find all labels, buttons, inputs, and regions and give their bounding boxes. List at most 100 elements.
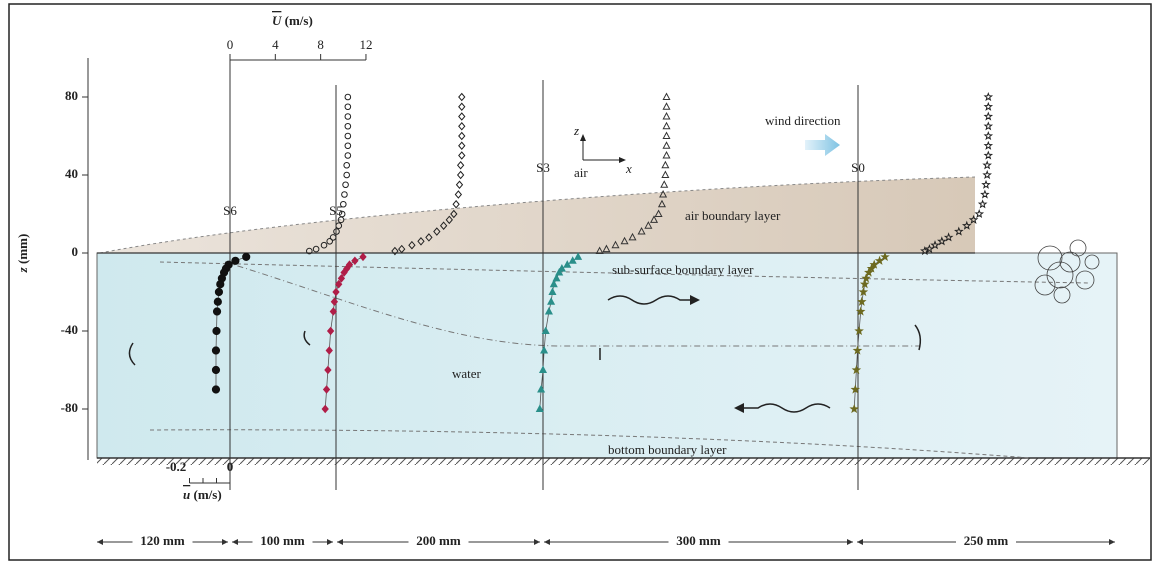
air-point bbox=[445, 215, 453, 225]
air-point bbox=[458, 151, 466, 160]
water-body bbox=[96, 252, 1118, 459]
span-head bbox=[337, 539, 343, 545]
air-point bbox=[620, 236, 629, 245]
air-point bbox=[455, 180, 464, 190]
air-point bbox=[637, 226, 646, 235]
span-label: 200 mm bbox=[416, 533, 461, 548]
curl-arrow bbox=[303, 330, 311, 346]
air-point bbox=[660, 180, 669, 188]
air-point bbox=[344, 132, 352, 140]
water-label: water bbox=[452, 366, 482, 381]
span-head bbox=[534, 539, 540, 545]
U-tick-label: 12 bbox=[359, 37, 372, 52]
wind-label: wind direction bbox=[765, 113, 841, 128]
air-point bbox=[340, 200, 347, 208]
air-point bbox=[344, 93, 352, 101]
water-point bbox=[866, 263, 877, 273]
span-label-bg bbox=[956, 533, 1016, 551]
air-point bbox=[982, 160, 992, 170]
air-point bbox=[661, 160, 670, 169]
water-point bbox=[563, 260, 572, 268]
air-point bbox=[983, 101, 994, 111]
air-point bbox=[344, 122, 352, 130]
water-point bbox=[335, 279, 343, 289]
water-point bbox=[555, 267, 564, 276]
span-label-bg bbox=[408, 533, 469, 551]
station-label: S0 bbox=[851, 160, 865, 175]
air-point bbox=[433, 227, 441, 236]
water-point bbox=[855, 306, 866, 316]
span-head bbox=[857, 539, 863, 545]
wave-arrow bbox=[740, 403, 831, 413]
z-unit: (mm) bbox=[15, 234, 30, 264]
air-point bbox=[937, 236, 947, 246]
span-head bbox=[222, 539, 228, 545]
air-boundary-region bbox=[100, 177, 975, 253]
air-point bbox=[458, 141, 466, 151]
air-point bbox=[425, 233, 433, 242]
air-point bbox=[662, 150, 671, 159]
water-point bbox=[849, 403, 859, 414]
air-point bbox=[450, 209, 458, 219]
z-tick-label: 40 bbox=[65, 166, 78, 181]
wave-arrow bbox=[607, 295, 690, 305]
water-point bbox=[322, 385, 331, 394]
air-point bbox=[983, 140, 994, 150]
water-point bbox=[340, 268, 348, 277]
arrow-head bbox=[580, 134, 586, 141]
arrow-head bbox=[619, 157, 626, 163]
span-head bbox=[544, 539, 550, 545]
U-tick-label: 8 bbox=[317, 37, 324, 52]
water-point bbox=[324, 365, 332, 375]
air-point bbox=[337, 216, 345, 224]
air-point bbox=[611, 240, 620, 249]
air-point bbox=[456, 170, 465, 180]
air-point bbox=[662, 131, 671, 139]
air-point bbox=[344, 103, 352, 111]
air-point bbox=[595, 246, 604, 255]
water-point bbox=[857, 296, 867, 306]
water-point bbox=[549, 279, 558, 288]
wind-arrow bbox=[805, 134, 840, 156]
water-point bbox=[552, 273, 561, 282]
air-point bbox=[320, 241, 328, 249]
z-tick-label: -80 bbox=[61, 400, 78, 415]
arrow-head bbox=[690, 295, 700, 305]
water-point bbox=[212, 326, 221, 336]
water-point bbox=[537, 384, 546, 393]
water-point bbox=[568, 256, 577, 264]
water-point bbox=[326, 326, 335, 336]
arrow-head bbox=[734, 403, 744, 413]
water-point bbox=[211, 365, 221, 375]
air-point bbox=[980, 189, 990, 199]
air-point bbox=[458, 131, 466, 141]
icon-x: x bbox=[625, 161, 632, 176]
bottom-bl-label: bottom boundary layer bbox=[608, 442, 727, 457]
station-label: S3 bbox=[536, 160, 550, 175]
air-point bbox=[662, 102, 671, 110]
water-point bbox=[540, 345, 549, 354]
air-point bbox=[312, 245, 320, 253]
air-point bbox=[662, 111, 671, 120]
air-point bbox=[343, 161, 350, 169]
z-symbol: z bbox=[15, 266, 30, 273]
water-point bbox=[351, 256, 359, 266]
water-point bbox=[214, 287, 224, 297]
span-head bbox=[327, 539, 333, 545]
water-point bbox=[864, 267, 874, 277]
water-point bbox=[861, 273, 871, 283]
U-axis-label: U (m/s) bbox=[272, 13, 313, 28]
water-point bbox=[211, 385, 221, 394]
water-point bbox=[880, 251, 890, 261]
u-unit: (m/s) bbox=[193, 487, 221, 502]
air-point bbox=[982, 169, 992, 180]
bottom-line bbox=[149, 429, 1031, 459]
water-point bbox=[211, 346, 221, 355]
water-point bbox=[859, 279, 870, 289]
air-point bbox=[408, 240, 416, 250]
frame bbox=[8, 3, 1152, 561]
air-point bbox=[983, 121, 994, 131]
U-tick-label: 0 bbox=[227, 37, 234, 52]
water-point bbox=[325, 346, 333, 355]
water-point bbox=[874, 255, 885, 265]
